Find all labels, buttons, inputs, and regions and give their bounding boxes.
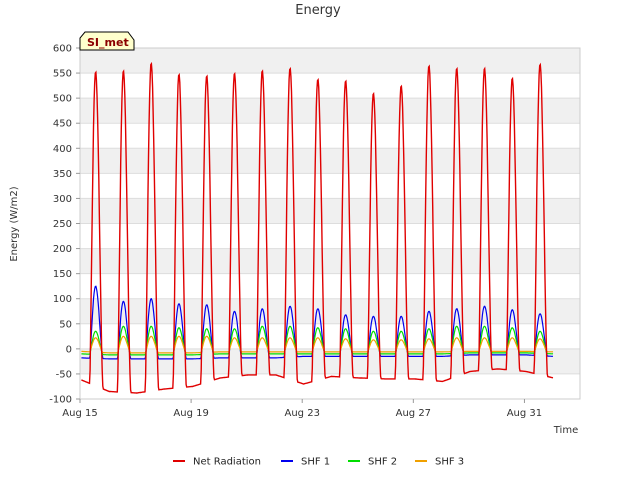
series-line-net-radiation	[81, 61, 554, 394]
chart-title: Energy	[295, 3, 341, 18]
y-tick-label: 350	[53, 169, 72, 180]
y-tick-label: 450	[53, 119, 72, 130]
series-line-shf-3	[81, 335, 554, 354]
grid-band	[80, 148, 580, 174]
badge: SI_met	[79, 31, 135, 51]
y-tick-label: 250	[53, 219, 72, 230]
x-tick-label: Aug 31	[507, 408, 542, 419]
grid-band	[80, 298, 580, 324]
grid-band	[80, 98, 580, 124]
y-tick-label: -50	[56, 369, 72, 380]
y-tick-label: 0	[66, 344, 72, 355]
x-tick-label: Aug 23	[285, 408, 320, 419]
badge-box	[79, 31, 135, 51]
legend-label-shf-2: SHF 2	[368, 457, 397, 468]
grid-band	[80, 198, 580, 224]
y-tick-label: 50	[59, 319, 72, 330]
y-tick-label: 600	[53, 44, 72, 55]
x-tick-label: Aug 27	[396, 408, 431, 419]
y-tick-label: 200	[53, 244, 72, 255]
y-axis-ticks: -100 -50 0 50 100 150 200 250 300 350 400 450 500 550…	[49, 44, 80, 406]
y-tick-label: 300	[53, 194, 72, 205]
y-tick-label: 400	[53, 144, 72, 155]
y-tick-label: 550	[53, 69, 72, 80]
y-tick-label: 500	[53, 94, 72, 105]
plot-area	[79, 47, 581, 400]
x-tick-label: Aug 19	[173, 408, 208, 419]
grid-band	[80, 248, 580, 274]
legend-label-net-radiation: Net Radiation	[193, 457, 261, 468]
legend: Net Radiation SHF 1 SHF 2 SHF 3	[173, 457, 464, 468]
y-tick-label: 150	[53, 269, 72, 280]
series-line-shf-1	[81, 285, 553, 360]
legend-label-shf-3: SHF 3	[435, 457, 464, 468]
series-layer	[81, 61, 554, 394]
y-axis-title: Energy (W/m2)	[9, 186, 20, 261]
y-tick-label: 100	[53, 294, 72, 305]
x-axis-ticks: Aug 15 Aug 19 Aug 23 Aug 27 Aug 31	[62, 399, 542, 419]
x-axis-title: Time	[553, 425, 578, 436]
y-tick-label: -100	[49, 395, 72, 406]
grid-band	[80, 48, 580, 74]
x-tick-label: Aug 15	[62, 408, 97, 419]
series-line-shf-2	[81, 325, 554, 356]
legend-label-shf-1: SHF 1	[301, 457, 330, 468]
badge-label: SI_met	[87, 36, 129, 49]
